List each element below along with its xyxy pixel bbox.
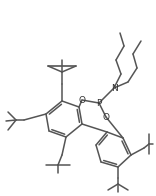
- Text: O: O: [102, 113, 110, 122]
- Text: O: O: [78, 95, 85, 104]
- Text: N: N: [111, 83, 117, 93]
- Text: P: P: [96, 99, 102, 107]
